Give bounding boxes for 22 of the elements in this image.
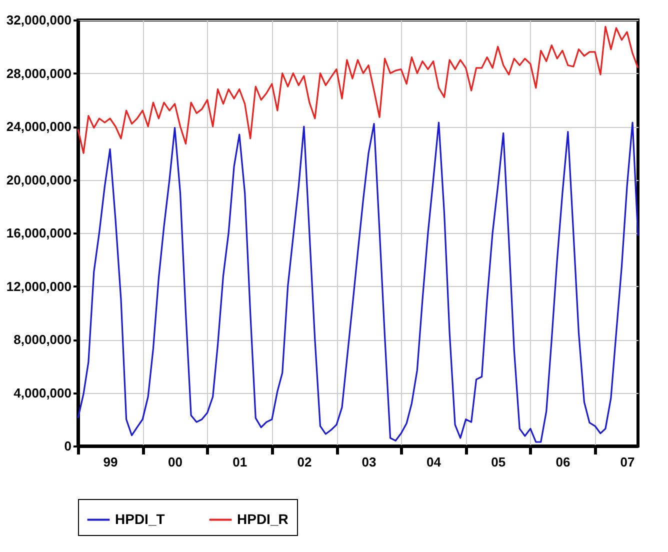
x-tick-label: 05 (491, 454, 506, 470)
line-series (77, 26, 639, 154)
x-tick-label: 07 (620, 454, 635, 470)
y-tick-label: 24,000,000 (6, 119, 72, 134)
y-tick-label: 4,000,000 (14, 385, 72, 400)
y-tick-label: 20,000,000 (6, 172, 72, 188)
x-tick-label: 99 (103, 454, 118, 470)
x-tick-label: 01 (232, 454, 248, 470)
x-tick-label: 04 (426, 454, 442, 470)
y-tick-label: 32,000,000 (6, 12, 72, 28)
x-tick-label: 00 (168, 454, 183, 470)
y-tick-label: 0 (64, 438, 72, 454)
x-tick-label: 03 (362, 454, 376, 470)
x-tick-label: 02 (297, 454, 312, 470)
y-tick-label: 8,000,000 (14, 332, 72, 347)
legend-label: HPDI_R (237, 510, 288, 527)
x-tick-label: 06 (556, 454, 570, 470)
y-tick-label: 12,000,000 (6, 278, 72, 294)
line-series (77, 122, 639, 443)
y-tick-label: 28,000,000 (6, 66, 72, 81)
y-tick-label: 16,000,000 (6, 226, 72, 240)
legend-label: HPDI_T (115, 510, 166, 527)
